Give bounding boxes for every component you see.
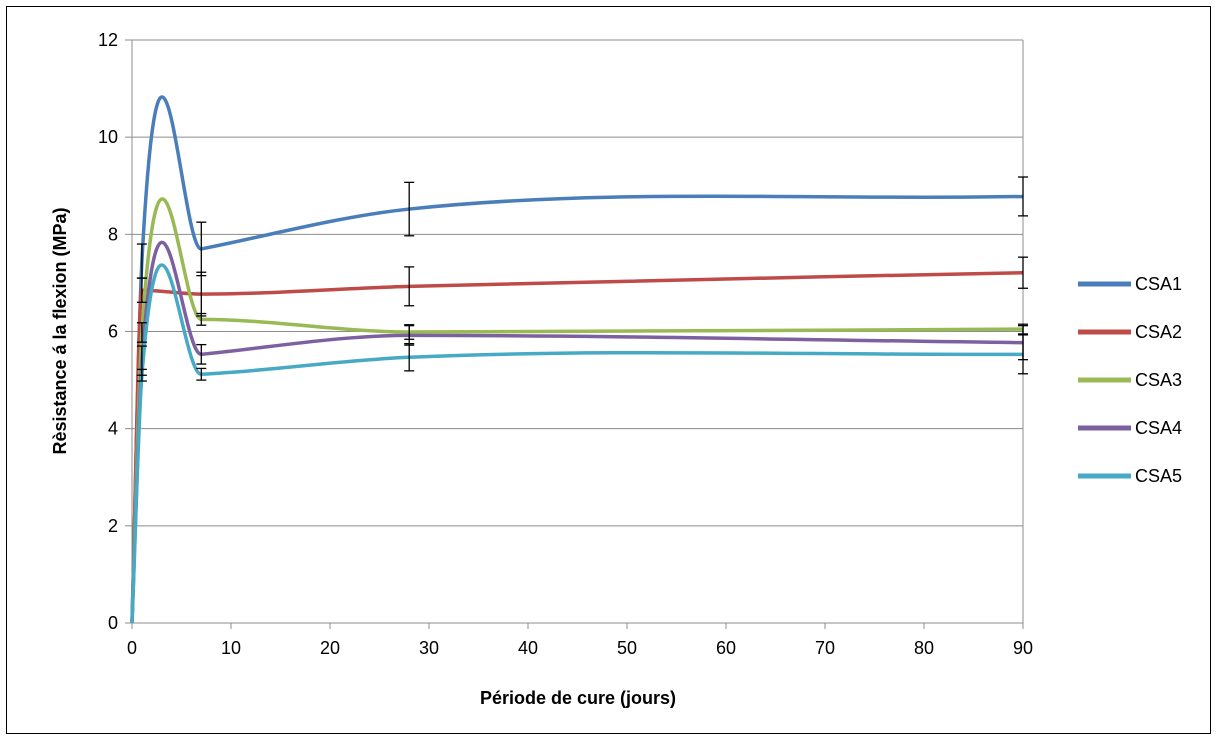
error-bar-csa4: [196, 343, 207, 365]
x-tick-label: 60: [716, 638, 736, 658]
x-tick-label: 90: [1013, 638, 1033, 658]
error-bar-csa1: [1018, 176, 1028, 217]
y-tick-label: 2: [108, 516, 118, 536]
y-tick-label: 4: [108, 419, 118, 439]
error-bar-csa3: [136, 322, 147, 343]
error-bars: [136, 176, 1028, 382]
legend: CSA1 CSA2 CSA3 CSA4 CSA5: [1078, 274, 1182, 486]
x-tick-label: 10: [221, 638, 241, 658]
x-tick-label: 50: [617, 638, 637, 658]
y-tick-label: 6: [108, 322, 118, 342]
error-bar-csa2: [136, 277, 147, 304]
legend-label-csa5: CSA5: [1135, 466, 1182, 486]
legend-label-csa3: CSA3: [1135, 370, 1182, 390]
error-bar-csa5: [1018, 334, 1028, 375]
legend-label-csa2: CSA2: [1135, 322, 1182, 342]
y-tick-label: 8: [108, 224, 118, 244]
series-line-csa2: [130, 270, 1024, 624]
x-tick-label: 20: [320, 638, 340, 658]
y-axis-title: Rèsistance á la flexion (MPa): [50, 207, 70, 454]
error-bar-csa1: [404, 181, 415, 237]
x-axis-title: Période de cure (jours): [480, 688, 676, 708]
y-tick-label: 0: [108, 613, 118, 633]
error-bar-csa3: [196, 312, 207, 326]
x-tick-labels: 0 10 20 30 40 50 60 70 80 90: [127, 623, 1033, 658]
x-tick-label: 40: [518, 638, 538, 658]
error-bar-csa2: [404, 266, 415, 307]
chart-border: [6, 6, 1211, 734]
error-bar-csa5: [196, 367, 207, 381]
x-tick-label: 80: [914, 638, 934, 658]
legend-label-csa4: CSA4: [1135, 418, 1182, 438]
legend-label-csa1: CSA1: [1135, 274, 1182, 294]
x-tick-label: 30: [419, 638, 439, 658]
x-tick-label: 70: [815, 638, 835, 658]
y-tick-label: 12: [98, 30, 118, 50]
x-tick-label: 0: [127, 638, 137, 658]
y-tick-label: 10: [98, 127, 118, 147]
error-bar-csa5: [136, 368, 147, 382]
y-tick-labels: 0 2 4 6 8 10 12: [98, 30, 132, 633]
error-bar-csa5: [404, 342, 415, 372]
error-bar-csa2: [1018, 256, 1028, 289]
